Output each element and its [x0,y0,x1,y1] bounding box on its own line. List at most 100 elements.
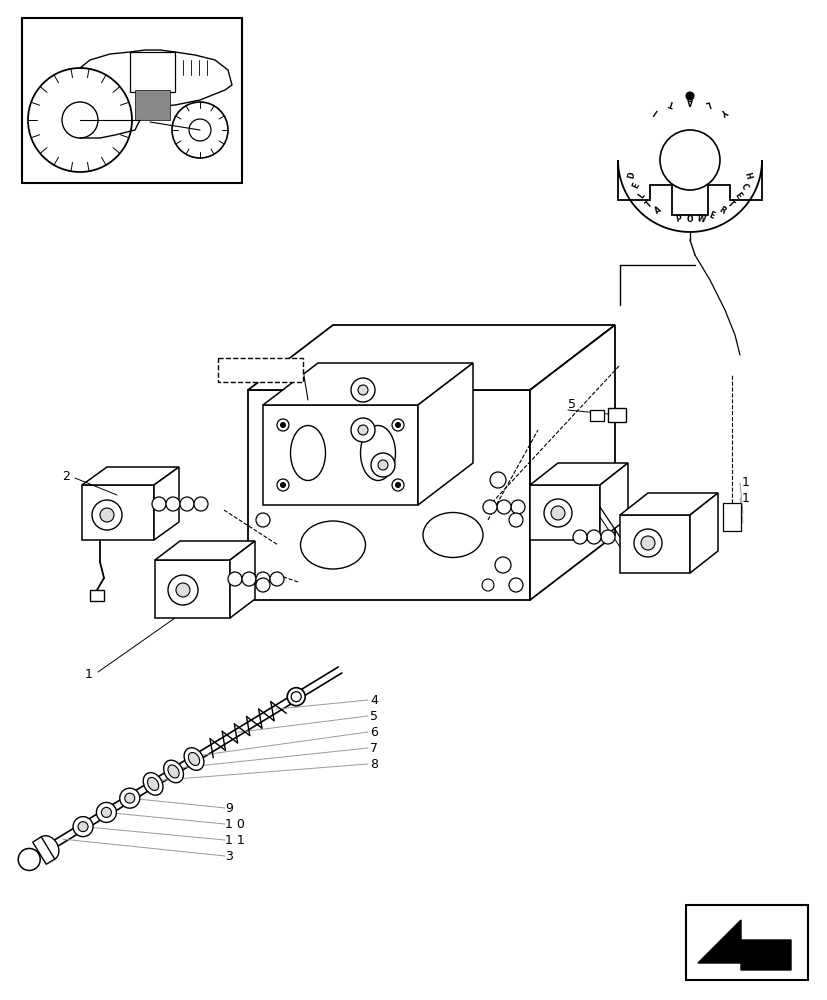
Circle shape [256,572,270,586]
Circle shape [73,817,93,837]
Circle shape [378,460,388,470]
Polygon shape [697,920,790,970]
Circle shape [509,513,523,527]
Ellipse shape [37,836,59,860]
Circle shape [686,92,693,100]
Text: T: T [667,98,675,108]
Circle shape [633,529,662,557]
Text: E: E [630,182,640,190]
Circle shape [357,425,367,435]
Polygon shape [230,541,255,618]
Circle shape [351,378,375,402]
Circle shape [101,807,112,817]
Circle shape [165,497,179,511]
Text: W: W [696,214,705,224]
Circle shape [152,497,165,511]
Text: 2: 2 [62,470,69,483]
Bar [22,18,241,183]
Text: 7: 7 [370,742,378,754]
Circle shape [351,418,375,442]
Circle shape [510,500,524,514]
Polygon shape [529,325,614,600]
Circle shape [168,575,198,605]
Circle shape [241,572,256,586]
Circle shape [280,422,285,428]
Ellipse shape [300,521,365,569]
Circle shape [96,802,117,822]
Circle shape [496,500,510,514]
Bar [130,52,174,92]
Circle shape [277,479,289,491]
Polygon shape [418,363,472,505]
Circle shape [92,500,122,530]
Polygon shape [617,160,761,232]
Polygon shape [619,493,717,515]
Bar [686,905,807,980]
Polygon shape [248,325,614,390]
Circle shape [176,583,189,597]
Text: D: D [626,171,637,180]
Bar [218,358,303,382]
Circle shape [357,385,367,395]
Circle shape [256,578,270,592]
Text: P: P [674,214,681,224]
Text: 1 1: 1 1 [225,834,245,846]
Text: 1: 1 [741,491,749,504]
Circle shape [120,788,140,808]
Bar [607,408,625,422]
Circle shape [270,572,284,586]
Ellipse shape [184,748,203,770]
Bar [82,485,154,540]
Text: 5: 5 [370,710,378,722]
Bar [90,590,104,601]
Circle shape [256,513,270,527]
Bar [529,485,600,540]
Text: L: L [636,191,646,200]
Ellipse shape [423,512,482,558]
Circle shape [227,572,241,586]
Polygon shape [529,463,627,485]
Circle shape [509,578,523,592]
Text: C: C [738,182,748,191]
Bar [263,405,418,505]
Circle shape [391,479,404,491]
Text: 1: 1 [741,477,749,489]
Circle shape [277,419,289,431]
Circle shape [189,119,211,141]
Text: 3: 3 [225,850,232,862]
Bar [590,410,603,421]
Circle shape [600,530,614,544]
Ellipse shape [360,426,395,481]
Ellipse shape [290,426,325,481]
Circle shape [18,848,41,870]
Ellipse shape [189,752,199,766]
Ellipse shape [147,777,159,790]
Bar [722,503,740,531]
Text: Y: Y [719,106,729,116]
Text: L: L [704,98,711,108]
Circle shape [172,102,227,158]
Text: I: I [651,106,658,115]
Text: 5: 5 [567,398,576,412]
Polygon shape [32,837,55,864]
Text: R: R [716,205,726,216]
Polygon shape [82,467,179,485]
Text: E: E [732,191,743,200]
Bar [248,390,529,600]
Polygon shape [263,363,472,405]
Text: 6: 6 [370,726,377,738]
Circle shape [100,508,114,522]
Circle shape [280,483,285,488]
Circle shape [495,557,510,573]
Circle shape [391,419,404,431]
Circle shape [291,692,301,702]
Text: E: E [707,211,715,221]
Polygon shape [689,493,717,573]
Text: 9: 9 [225,802,232,814]
Ellipse shape [143,773,163,795]
Bar [619,515,689,573]
Circle shape [179,497,194,511]
Bar [155,560,230,618]
Circle shape [659,130,719,190]
Text: A: A [653,205,662,216]
